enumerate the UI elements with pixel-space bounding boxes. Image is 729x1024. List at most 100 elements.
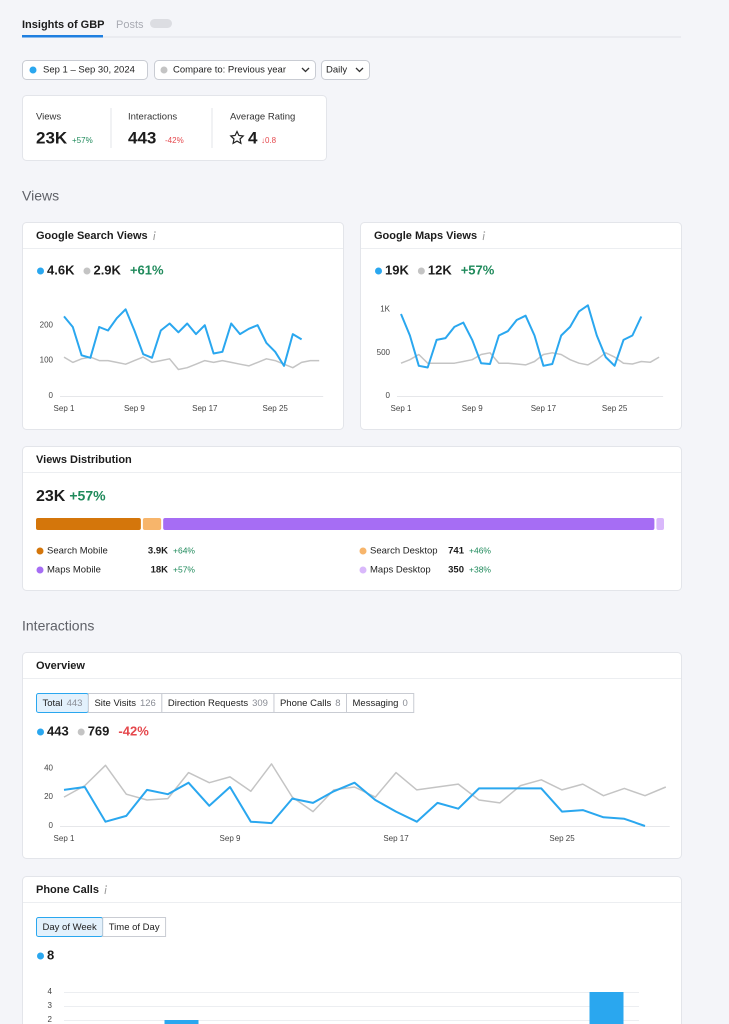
tab-count: 126	[140, 698, 156, 709]
summary-value: 443	[128, 128, 156, 147]
line	[63, 781, 646, 827]
y-tick-label: 4	[48, 987, 53, 996]
summary-value: 23K	[36, 488, 66, 505]
granularity-filter[interactable]	[321, 60, 370, 80]
section-heading: Views	[22, 188, 59, 204]
compare-filter[interactable]	[154, 60, 316, 80]
x-tick-label: Sep 1	[54, 834, 75, 843]
tab-label: Messaging	[353, 698, 399, 709]
info-icon	[482, 233, 485, 241]
dot	[160, 66, 168, 74]
date-filter[interactable]	[22, 60, 148, 80]
legend-name: Search Mobile	[47, 546, 108, 557]
card	[22, 652, 682, 859]
tab-label: Day of Week	[43, 922, 97, 933]
tab[interactable]: Posts	[116, 19, 144, 31]
legend-value: 3.9K	[148, 546, 168, 557]
x-tick-label: Sep 25	[602, 404, 628, 413]
legend-value: 19K	[385, 262, 409, 277]
tab-label: Phone Calls	[280, 698, 331, 709]
summary-change: +57%	[69, 488, 106, 504]
y-tick-label: 0	[49, 391, 54, 400]
tab-label: Site Visits	[94, 698, 136, 709]
legend-dot	[359, 566, 367, 574]
legend-dot	[37, 952, 44, 960]
x-tick-label: Sep 17	[383, 834, 409, 843]
card-title: Overview	[36, 660, 85, 672]
line	[63, 308, 303, 367]
tab-count: 443	[67, 698, 83, 709]
x-tick-label: Sep 25	[263, 404, 289, 413]
legend-name: Maps Mobile	[47, 565, 101, 576]
compare: Compare to: Previous year	[173, 65, 286, 76]
legend-value: 4.6K	[47, 262, 75, 277]
caret	[301, 67, 310, 73]
y-tick-label: 2	[48, 1015, 53, 1024]
x-tick-label: Sep 17	[531, 404, 557, 413]
legend-dot	[36, 566, 44, 574]
card-title: Google Maps Views	[374, 230, 477, 242]
y-tick-label: 1K	[380, 305, 390, 314]
card	[360, 222, 682, 430]
card-title: Phone Calls	[36, 884, 99, 896]
legend-value: 12K	[428, 262, 452, 277]
tab-label: Total	[43, 698, 63, 709]
y-tick-label: 200	[40, 320, 54, 329]
bar	[164, 1020, 199, 1024]
badge	[150, 19, 172, 28]
info-icon	[104, 887, 107, 895]
summary-label: Views	[36, 112, 61, 123]
summary-value: 23K	[36, 128, 68, 147]
card-title: Views Distribution	[36, 454, 132, 466]
tab-button[interactable]	[346, 693, 415, 713]
x-tick-label: Sep 9	[124, 404, 145, 413]
tab-active[interactable]: Insights of GBP	[22, 19, 105, 31]
summary-card	[22, 95, 327, 161]
line	[63, 356, 320, 371]
tab-button[interactable]	[102, 917, 167, 937]
summary-change: ↓0.8	[261, 136, 277, 145]
legend-dot	[36, 547, 44, 555]
x-tick-label: Sep 9	[462, 404, 483, 413]
info-icon	[153, 233, 156, 241]
summary-change: -42%	[165, 136, 184, 145]
x-tick-label: Sep 9	[220, 834, 241, 843]
legend-name: Search Desktop	[370, 546, 438, 557]
legend-change: +46%	[469, 545, 491, 555]
legend-value: 769	[88, 723, 110, 738]
caret	[355, 67, 364, 73]
info-icon	[105, 885, 108, 887]
y-tick-label: 20	[44, 792, 53, 801]
legend-dot	[77, 728, 85, 736]
legend-value: 8	[47, 947, 54, 962]
section-heading: Interactions	[22, 618, 94, 634]
bar-segment	[163, 518, 655, 530]
x-tick-label: Sep 25	[549, 834, 575, 843]
legend-value: 18K	[151, 565, 169, 576]
summary-change: +57%	[461, 262, 495, 277]
y-tick-label: 0	[386, 391, 391, 400]
legend-value: 741	[448, 546, 465, 557]
legend-dot	[359, 547, 367, 555]
bar-segment	[36, 518, 141, 530]
legend-change: +38%	[469, 564, 491, 574]
date-range: Sep 1 – Sep 30, 2024	[43, 65, 135, 76]
legend-change: +57%	[173, 564, 195, 574]
star-icon	[229, 130, 245, 145]
bar-segment	[142, 518, 162, 530]
y-tick-label: 3	[48, 1001, 53, 1010]
info-icon	[483, 231, 486, 233]
legend-dot	[37, 267, 44, 275]
line	[400, 352, 660, 366]
summary-value: 4	[248, 128, 258, 147]
x-tick-label: Sep 17	[192, 404, 218, 413]
legend-value: 350	[448, 565, 464, 576]
tab-label: Time of Day	[109, 922, 160, 933]
legend-dot	[375, 267, 382, 275]
tab-label: Direction Requests	[168, 698, 249, 709]
line	[400, 304, 643, 369]
legend-dot	[83, 267, 91, 275]
summary-change: +61%	[130, 262, 164, 277]
x-tick-label: Sep 1	[391, 404, 412, 413]
